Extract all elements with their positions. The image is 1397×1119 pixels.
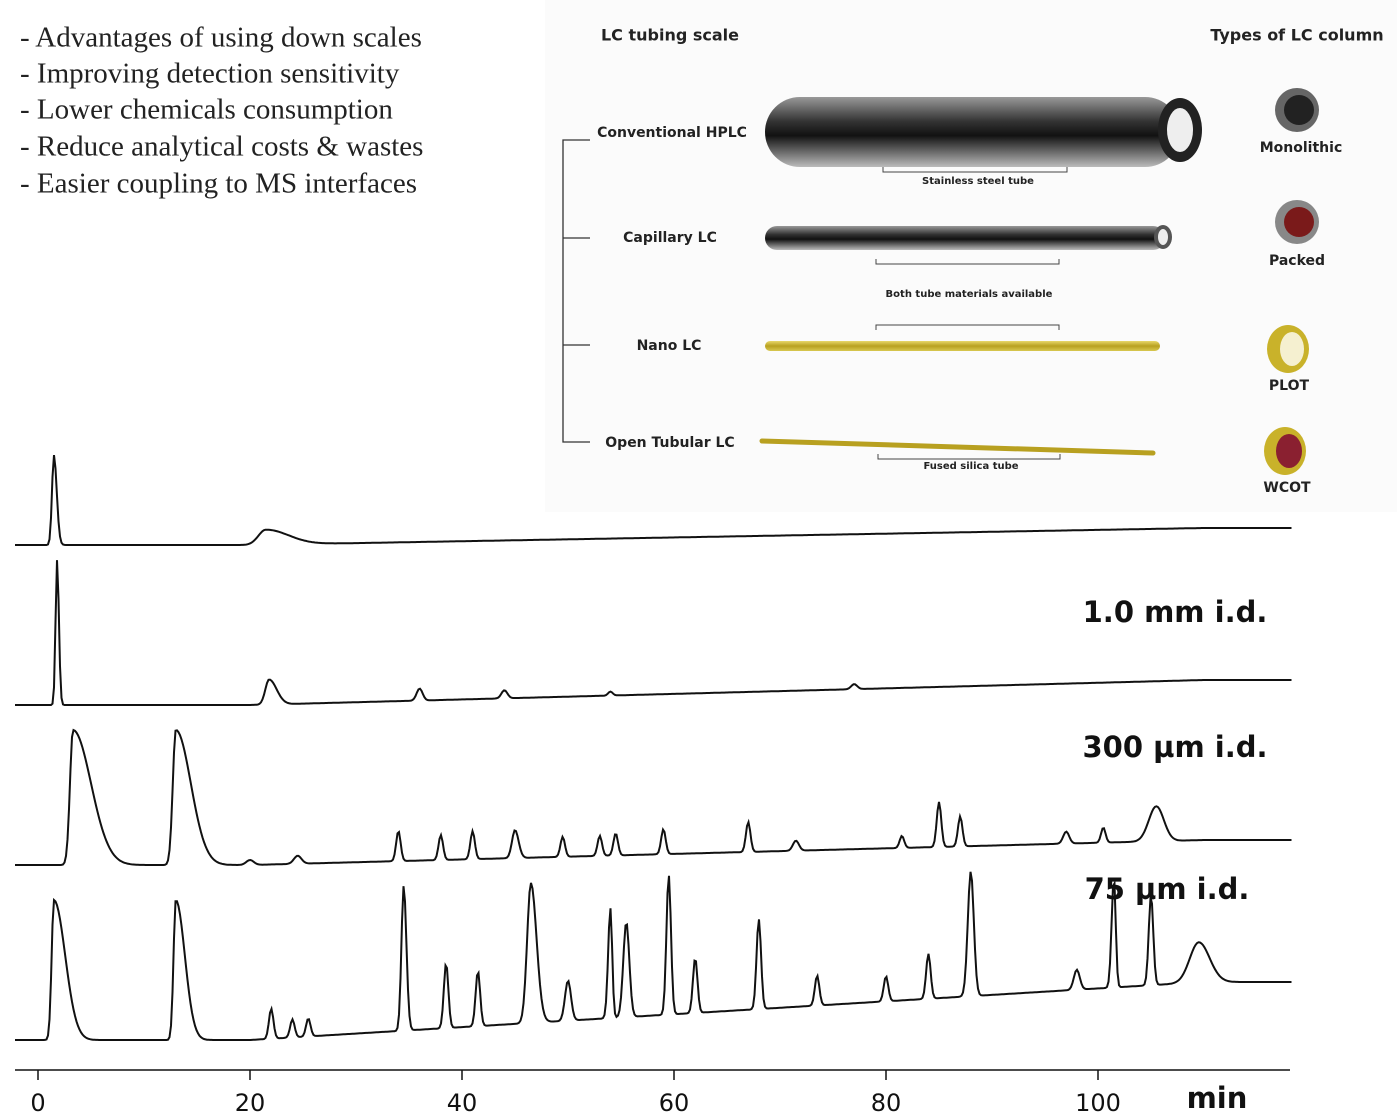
column-type: Monolithic (1260, 140, 1343, 156)
note: Stainless steel tube (922, 176, 1034, 187)
tube (765, 341, 1160, 351)
trace-label: 300 µm i.d. (1082, 730, 1267, 764)
trace (15, 728, 1292, 867)
tube (765, 226, 1165, 250)
diagram: LC tubing scale Types of LC column Conve… (545, 0, 1397, 512)
bullet: - Improving detection sensitivity (20, 58, 400, 90)
column-type: WCOT (1263, 480, 1311, 496)
row-label: Conventional HPLC (597, 125, 747, 141)
tube (765, 97, 1180, 167)
row-label: Open Tubular LC (605, 435, 734, 451)
trace (15, 454, 1292, 546)
bullet: - Easier coupling to MS interfaces (20, 168, 417, 200)
axis-unit: min (1187, 1081, 1248, 1115)
bullet: - Reduce analytical costs & wastes (20, 131, 423, 163)
chromatograms: 1.0 mm i.d. 300 µm i.d. 75 µm i.d. min 0… (15, 454, 1292, 1117)
tick-label: 0 (30, 1089, 45, 1117)
tube (759, 438, 1156, 456)
trace (15, 560, 1292, 706)
diagram-bg (545, 0, 1397, 512)
tick-label: 20 (235, 1089, 266, 1117)
brace (875, 167, 1068, 460)
column-type: Packed (1269, 253, 1325, 269)
note: Both tube materials available (886, 289, 1053, 300)
row-label: Capillary LC (623, 230, 717, 246)
bullets: - Advantages of using down scales - Impr… (20, 22, 423, 200)
header: LC tubing scale (601, 26, 739, 45)
bullet: - Lower chemicals consumption (20, 94, 393, 126)
trace-label: 75 µm i.d. (1085, 872, 1250, 906)
note: Fused silica tube (923, 461, 1018, 472)
tick-label: 60 (659, 1089, 690, 1117)
tick-label: 40 (447, 1089, 478, 1117)
tick-label: 100 (1075, 1089, 1121, 1117)
bullet: - Advantages of using down scales (20, 22, 422, 54)
tick-label: 80 (871, 1089, 902, 1117)
header: Types of LC column (1210, 26, 1383, 45)
trace (15, 871, 1292, 1041)
trace-label: 1.0 mm i.d. (1083, 595, 1268, 629)
row-label: Nano LC (637, 338, 702, 354)
bracket (562, 139, 590, 443)
column-type: PLOT (1269, 378, 1310, 394)
